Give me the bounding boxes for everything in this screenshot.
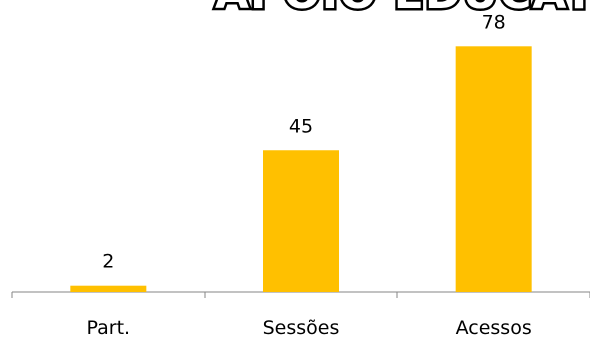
bar-3 [455,46,532,292]
data-label-2: 45 [289,115,313,137]
chart-marks: 2 Part. 45 Sessões 78 Acessos [11,11,590,337]
x-tick-label-2: Sessões [263,317,340,337]
x-tick-label-3: Acessos [456,317,532,337]
data-label-3: 78 [482,11,506,33]
chart-title: APOIO EDUCATIVO [215,0,590,19]
x-tick-label-1: Part. [87,317,131,337]
bar-2 [263,150,339,292]
bar-1 [70,285,147,292]
data-label-1: 2 [102,251,114,273]
